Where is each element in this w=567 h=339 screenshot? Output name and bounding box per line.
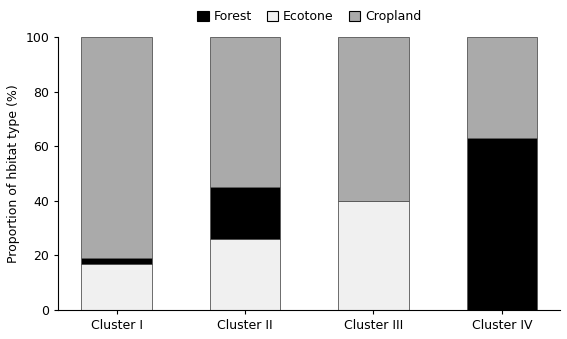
Bar bbox=[81, 258, 152, 264]
Y-axis label: Proportion of hbitat type (%): Proportion of hbitat type (%) bbox=[7, 84, 20, 263]
Bar bbox=[210, 37, 280, 187]
Legend: Forest, Ecotone, Cropland: Forest, Ecotone, Cropland bbox=[192, 5, 426, 28]
Bar bbox=[81, 37, 152, 258]
Bar bbox=[338, 201, 409, 310]
Bar bbox=[81, 264, 152, 310]
Bar bbox=[338, 37, 409, 201]
Bar bbox=[467, 138, 538, 310]
Bar bbox=[210, 187, 280, 239]
Bar bbox=[210, 239, 280, 310]
Bar bbox=[467, 37, 538, 138]
